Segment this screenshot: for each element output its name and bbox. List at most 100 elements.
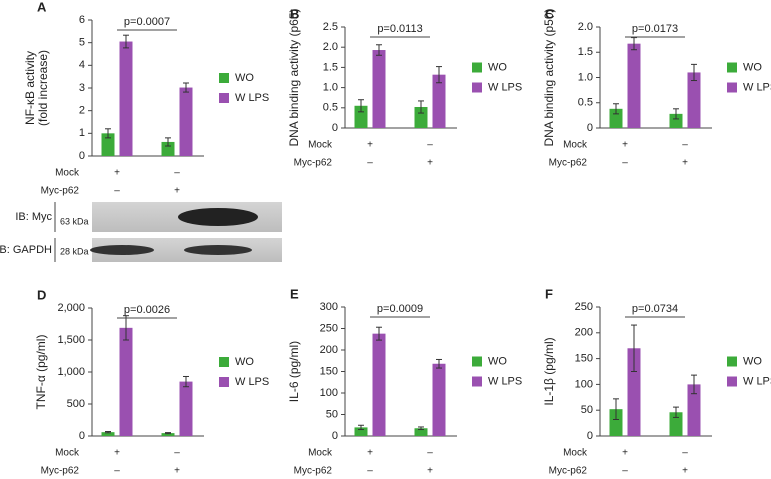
y-tick-label: 2.0 [323, 41, 338, 53]
y-tick-label: 2 [79, 105, 85, 117]
bar [687, 384, 701, 436]
y-axis-label: NF-κB activity [23, 51, 37, 125]
bar [161, 141, 175, 156]
bar [609, 108, 623, 128]
legend-swatch [219, 357, 229, 367]
y-axis-label: DNA binding activity (p50) [542, 8, 556, 146]
condition-label: Mock [563, 140, 588, 151]
condition-sign: + [622, 140, 628, 151]
y-tick-label: 1,000 [57, 366, 85, 378]
condition-sign: + [114, 168, 120, 179]
y-axis-label: IL-6 (pg/ml) [287, 341, 301, 402]
condition-sign: + [682, 158, 688, 169]
legend-label: W LPS [235, 92, 269, 104]
legend-swatch [472, 356, 482, 367]
y-tick-label: 0 [587, 122, 593, 134]
legend-label: WO [743, 355, 762, 367]
legend-swatch [472, 376, 482, 387]
condition-sign: + [682, 466, 688, 477]
condition-label: Mock [308, 448, 333, 459]
error-bar [418, 426, 424, 431]
condition-label: Mock [308, 140, 333, 151]
error-bar [673, 406, 679, 418]
error-bar [123, 315, 129, 341]
y-tick-label: 500 [67, 398, 85, 410]
condition-label: Myc-p62 [294, 466, 333, 477]
condition-sign: – [367, 466, 373, 477]
condition-sign: + [427, 158, 433, 169]
legend-label: WO [235, 72, 254, 84]
legend-label: WO [743, 61, 762, 73]
y-axis-label: (fold increase) [36, 50, 50, 126]
error-bar [165, 137, 171, 147]
p-value: p=0.0009 [377, 303, 423, 315]
y-tick-label: 2,000 [57, 302, 85, 314]
y-axis-label: TNF-α (pg/ml) [34, 335, 48, 410]
bar [119, 41, 133, 156]
blot-band [90, 245, 154, 255]
y-tick-label: 1,500 [57, 334, 85, 346]
legend-swatch [472, 82, 482, 93]
condition-sign: – [367, 158, 373, 169]
y-tick-label: 2.5 [323, 21, 338, 33]
legend-swatch [472, 62, 482, 73]
p-value: p=0.0734 [632, 303, 678, 315]
condition-sign: + [174, 186, 180, 197]
bar [354, 105, 368, 128]
condition-sign: – [622, 466, 628, 477]
y-tick-label: 1 [79, 127, 85, 139]
blot-size: 63 kDa [60, 216, 89, 226]
condition-sign: + [174, 466, 180, 477]
condition-sign: + [367, 448, 373, 459]
condition-label: Mock [55, 168, 80, 179]
y-tick-label: 50 [326, 408, 338, 420]
error-bar [691, 374, 697, 395]
error-bar [613, 398, 619, 420]
bar [101, 133, 115, 156]
bar [414, 428, 428, 436]
y-tick-label: 5 [79, 37, 85, 49]
condition-sign: + [367, 140, 373, 151]
condition-label: Myc-p62 [549, 466, 588, 477]
bar [609, 409, 623, 436]
error-bar [183, 375, 189, 388]
error-bar [631, 324, 637, 372]
condition-sign: – [622, 158, 628, 169]
condition-sign: – [114, 466, 120, 477]
y-tick-label: 200 [575, 327, 593, 339]
error-bar [358, 424, 364, 431]
y-tick-label: 250 [320, 322, 338, 334]
p-value: p=0.0173 [632, 23, 678, 35]
bar [101, 432, 115, 436]
y-tick-label: 100 [575, 378, 593, 390]
p-value: p=0.0026 [124, 304, 170, 316]
y-tick-label: 0.5 [578, 97, 593, 109]
y-tick-label: 250 [575, 301, 593, 313]
bar [432, 74, 446, 128]
bar [179, 87, 193, 156]
y-tick-label: 1.0 [323, 82, 338, 94]
error-bar [123, 34, 129, 49]
blot-label: IB: GAPDH [0, 244, 52, 256]
panel-letter: F [545, 286, 553, 301]
legend-swatch [219, 93, 229, 103]
bar [432, 363, 446, 436]
condition-sign: – [174, 168, 180, 179]
legend-swatch [727, 356, 737, 367]
y-tick-label: 0 [79, 430, 85, 442]
legend-label: W LPS [488, 81, 522, 93]
y-tick-label: 0 [587, 430, 593, 442]
error-bar [631, 37, 637, 51]
condition-sign: – [174, 448, 180, 459]
bar [372, 50, 386, 128]
y-tick-label: 0 [79, 150, 85, 162]
legend-swatch [727, 82, 737, 93]
legend-label: W LPS [743, 375, 771, 387]
error-bar [183, 82, 189, 93]
y-tick-label: 0.5 [323, 102, 338, 114]
condition-sign: – [114, 186, 120, 197]
error-bar [418, 100, 424, 114]
bar [179, 381, 193, 436]
panel-letter: A [37, 0, 47, 14]
